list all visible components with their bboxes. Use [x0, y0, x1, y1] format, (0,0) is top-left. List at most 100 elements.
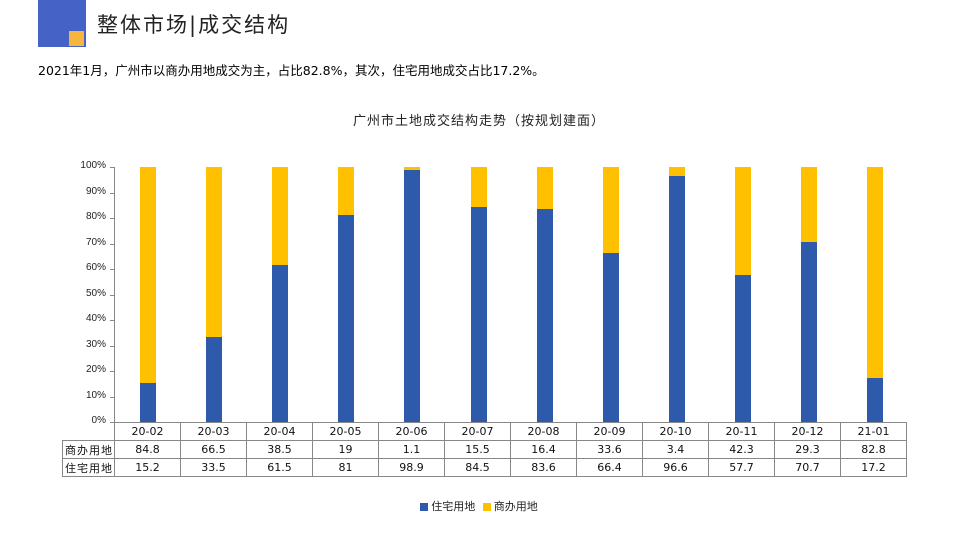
table-cell: 17.2 [840, 458, 907, 477]
table-row: 住宅用地 15.2 33.5 61.5 81 98.9 84.5 83.6 66.4 96.6 57… [62, 458, 907, 477]
table-cell: 20-05 [312, 422, 379, 441]
bar-20-02 [140, 167, 157, 422]
table-row: 商办用地 84.8 66.5 38.5 19 1.1 15.5 16.4 33.6 3.4 42.3… [62, 440, 907, 459]
table-cell: 42.3 [708, 440, 775, 459]
table-cell: 84.8 [114, 440, 181, 459]
table-cell: 20-12 [774, 422, 841, 441]
y-tick-label: 80% [85, 211, 106, 222]
bar-segment-commercial [801, 167, 818, 242]
bar-segment-commercial [867, 167, 884, 379]
table-cell: 70.7 [774, 458, 841, 477]
table-cell: 57.7 [708, 458, 775, 477]
bar-20-09 [602, 167, 619, 422]
bar-21-01 [867, 167, 884, 422]
bar-segment-residential [206, 336, 223, 422]
logo-accent [69, 31, 84, 46]
bar-20-11 [734, 167, 751, 422]
table-cell: 20-04 [246, 422, 313, 441]
bar-segment-commercial [602, 167, 619, 253]
legend-swatch-yellow [482, 503, 491, 511]
bar-segment-commercial [404, 167, 421, 170]
y-tick-label: 70% [85, 236, 106, 248]
table-cell: 15.2 [114, 458, 181, 477]
table-cell: 38.5 [246, 440, 313, 459]
table-cell: 81 [312, 458, 379, 477]
y-tick [110, 243, 115, 245]
bar-20-04 [272, 167, 289, 422]
y-tick-label: 0% [91, 415, 106, 426]
table-cell: 21-01 [840, 422, 907, 441]
y-tick [110, 167, 115, 168]
bar-20-08 [536, 167, 553, 422]
y-tick-label: 100% [80, 160, 106, 171]
table-cell: 29.3 [774, 440, 841, 459]
bar-segment-residential [602, 252, 619, 422]
row-label: 住宅用地 [62, 458, 115, 477]
table-cell: 98.9 [378, 458, 445, 477]
table-cell: 15.5 [444, 440, 511, 459]
bar-segment-residential [734, 274, 751, 422]
table-cell: 66.4 [576, 458, 643, 477]
bar-20-03 [206, 167, 223, 422]
y-tick-label: 50% [85, 287, 106, 299]
y-tick-label: 10% [85, 389, 106, 401]
table-cell: 20-03 [180, 422, 247, 441]
y-tick-label: 30% [85, 338, 106, 350]
legend-item-commercial: 商办用地 [482, 498, 538, 514]
table-cell: 20-09 [576, 422, 643, 441]
bar-20-06 [404, 167, 421, 422]
table-cell: 16.4 [510, 440, 577, 459]
table-cell: 82.8 [840, 440, 907, 459]
bar-segment-commercial [668, 167, 685, 176]
summary-text: 2021年1月，广州市以商办用地成交为主，占比82.8%，其次，住宅用地成交占比… [38, 63, 545, 78]
bar-segment-commercial [206, 167, 223, 337]
y-tick-label: 60% [85, 262, 106, 273]
table-cell: 19 [312, 440, 379, 459]
table-cell: 66.5 [180, 440, 247, 459]
bar-segment-residential [140, 383, 157, 422]
y-tick [110, 294, 115, 296]
bar-segment-residential [668, 175, 685, 422]
logo-block [38, 0, 86, 47]
legend-item-residential: 住宅用地 [420, 498, 475, 514]
y-tick [110, 345, 115, 347]
bar-segment-commercial [272, 167, 289, 266]
chart-legend: 住宅用地 商办用地 [0, 498, 958, 514]
y-tick [110, 192, 115, 194]
bar-segment-residential [867, 378, 884, 422]
bar-20-12 [801, 167, 818, 422]
y-tick [110, 218, 115, 219]
row-label: 商办用地 [62, 440, 115, 459]
bar-20-07 [470, 167, 487, 422]
table-cell: 3.4 [642, 440, 709, 459]
y-tick [110, 371, 115, 372]
bar-segment-commercial [140, 167, 157, 384]
chart-title: 广州市土地成交结构走势（按规划建面） [352, 114, 605, 129]
y-tick-label: 90% [85, 185, 106, 197]
bar-segment-commercial [338, 167, 355, 216]
table-header-row: 20-02 20-03 20-04 20-05 20-06 20-07 20-08 20-09… [62, 422, 907, 441]
table-cell: 20-07 [444, 422, 511, 441]
bar-segment-commercial [470, 167, 487, 207]
y-tick [110, 269, 115, 270]
table-cell: 20-02 [114, 422, 181, 441]
table-cell: 33.5 [180, 458, 247, 477]
table-cell: 20-06 [378, 422, 445, 441]
table-cell: 83.6 [510, 458, 577, 477]
table-cell: 20-08 [510, 422, 577, 441]
bar-segment-residential [470, 206, 487, 422]
bar-segment-residential [404, 169, 421, 422]
table-cell: 33.6 [576, 440, 643, 459]
bar-20-05 [338, 167, 355, 422]
bar-segment-residential [338, 215, 355, 422]
bar-20-10 [668, 167, 685, 422]
bar-segment-residential [536, 208, 553, 422]
table-cell: 1.1 [378, 440, 445, 459]
legend-swatch-blue [420, 503, 429, 511]
y-tick-label: 20% [85, 364, 106, 375]
bar-segment-residential [801, 241, 818, 422]
bar-segment-commercial [536, 167, 553, 209]
y-tick [110, 320, 115, 321]
table-cell: 61.5 [246, 458, 313, 477]
y-tick-label: 40% [85, 313, 106, 324]
